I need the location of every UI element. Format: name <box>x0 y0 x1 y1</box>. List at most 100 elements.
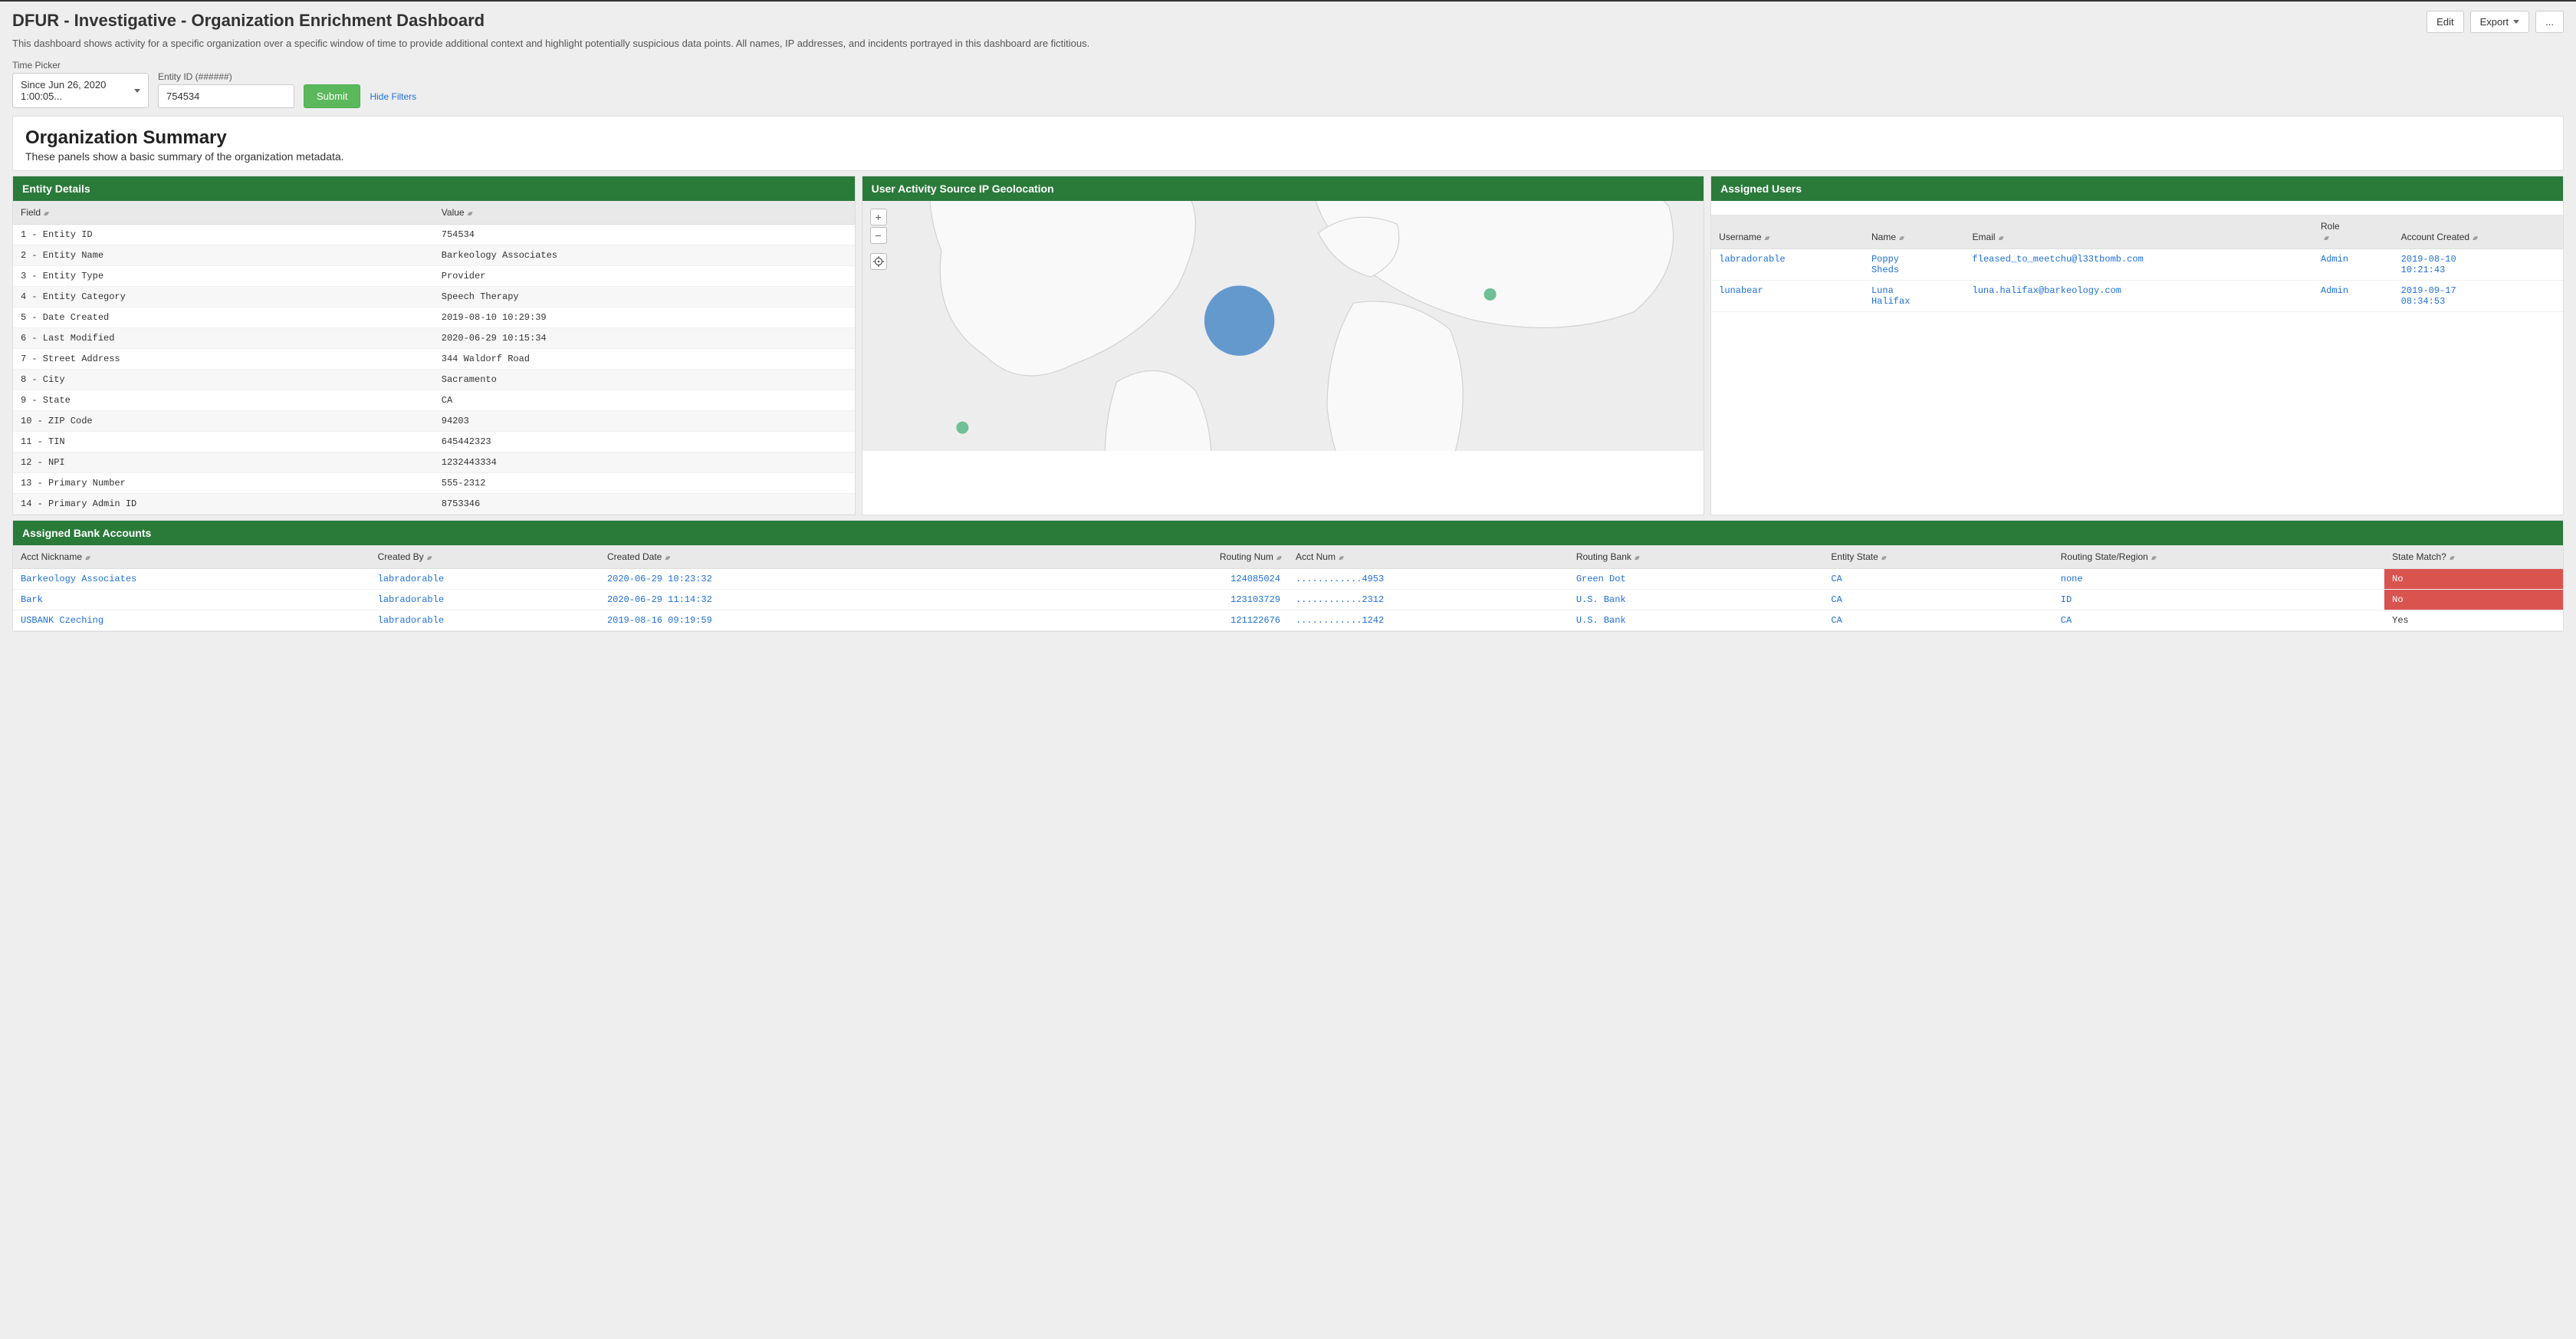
column-header[interactable]: Acct Num▴▾ <box>1288 545 1569 569</box>
cell-role[interactable]: Admin <box>2313 281 2394 312</box>
cell-field: 4 - Entity Category <box>13 287 434 308</box>
submit-button[interactable]: Submit <box>304 84 360 108</box>
column-header[interactable]: Field▴▾ <box>13 201 434 225</box>
cell-routing-num[interactable]: 121122676 <box>1007 610 1288 631</box>
table-row: 3 - Entity Type Provider <box>13 266 855 287</box>
chevron-down-icon <box>134 89 140 93</box>
column-header[interactable]: Routing Bank▴▾ <box>1569 545 1824 569</box>
panel-header: Assigned Users <box>1711 176 2563 201</box>
cell-entity-state[interactable]: CA <box>1823 590 2052 610</box>
cell-value: 94203 <box>434 411 855 432</box>
cell-routing-num[interactable]: 123103729 <box>1007 590 1288 610</box>
cell-name[interactable]: LunaHalifax <box>1864 281 1965 312</box>
column-header[interactable]: Created By▴▾ <box>370 545 600 569</box>
cell-value: 8753346 <box>434 494 855 515</box>
assigned-users-panel: Assigned Users Username▴▾ Name▴▾ Email▴▾… <box>1710 176 2564 515</box>
cell-field: 8 - City <box>13 370 434 390</box>
column-header[interactable]: State Match?▴▾ <box>2384 545 2563 569</box>
export-button[interactable]: Export <box>2470 11 2530 33</box>
column-header[interactable]: Role▴▾ <box>2313 215 2394 249</box>
column-header[interactable]: Entity State▴▾ <box>1823 545 2052 569</box>
cell-entity-state[interactable]: CA <box>1823 610 2052 631</box>
cell-routing-bank[interactable]: U.S. Bank <box>1569 590 1824 610</box>
cell-routing-state[interactable]: CA <box>2053 610 2384 631</box>
column-header[interactable]: Created Date▴▾ <box>600 545 1007 569</box>
edit-button[interactable]: Edit <box>2426 11 2463 33</box>
cell-state-match: Yes <box>2384 610 2563 631</box>
time-picker[interactable]: Since Jun 26, 2020 1:00:05... <box>12 73 149 108</box>
locate-button[interactable] <box>870 253 887 270</box>
map-marker[interactable] <box>956 422 968 434</box>
cell-nickname[interactable]: Barkeology Associates <box>13 569 370 590</box>
cell-username[interactable]: lunabear <box>1711 281 1864 312</box>
map-marker-cluster[interactable] <box>1204 285 1273 355</box>
cell-created[interactable]: 2019-08-1010:21:43 <box>2394 249 2563 281</box>
table-row: 10 - ZIP Code 94203 <box>13 411 855 432</box>
table-row: 8 - City Sacramento <box>13 370 855 390</box>
cell-role[interactable]: Admin <box>2313 249 2394 281</box>
cell-field: 10 - ZIP Code <box>13 411 434 432</box>
cell-created-by[interactable]: labradorable <box>370 610 600 631</box>
column-header[interactable]: Username▴▾ <box>1711 215 1864 249</box>
cell-field: 9 - State <box>13 390 434 411</box>
cell-created-by[interactable]: labradorable <box>370 569 600 590</box>
cell-acct-num[interactable]: ............1242 <box>1288 610 1569 631</box>
more-button[interactable]: ... <box>2535 11 2564 33</box>
cell-field: 12 - NPI <box>13 452 434 473</box>
cell-username[interactable]: labradorable <box>1711 249 1864 281</box>
cell-nickname[interactable]: Bark <box>13 590 370 610</box>
column-header[interactable]: Name▴▾ <box>1864 215 1965 249</box>
cell-value: 2020-06-29 10:15:34 <box>434 328 855 349</box>
cell-created-date[interactable]: 2020-06-29 11:14:32 <box>600 590 1007 610</box>
table-row: 11 - TIN 645442323 <box>13 432 855 452</box>
cell-field: 2 - Entity Name <box>13 245 434 266</box>
cell-field: 3 - Entity Type <box>13 266 434 287</box>
column-header[interactable]: Routing Num▴▾ <box>1007 545 1288 569</box>
column-header[interactable]: Acct Nickname▴▾ <box>13 545 370 569</box>
cell-value: Speech Therapy <box>434 287 855 308</box>
cell-email[interactable]: luna.halifax@barkeology.com <box>1965 281 2313 312</box>
cell-routing-state[interactable]: ID <box>2053 590 2384 610</box>
cell-value: 555-2312 <box>434 473 855 494</box>
assigned-users-table: Username▴▾ Name▴▾ Email▴▾ Role▴▾ Account… <box>1711 215 2563 312</box>
cell-created-date[interactable]: 2019-08-16 09:19:59 <box>600 610 1007 631</box>
map[interactable]: + − <box>863 201 1704 451</box>
page-title: DFUR - Investigative - Organization Enri… <box>12 11 485 31</box>
section-title: Organization Summary <box>25 127 2551 149</box>
column-header[interactable]: Routing State/Region▴▾ <box>2053 545 2384 569</box>
bank-accounts-table: Acct Nickname▴▾ Created By▴▾ Created Dat… <box>13 545 2563 631</box>
cell-created[interactable]: 2019-09-1708:34:53 <box>2394 281 2563 312</box>
cell-entity-state[interactable]: CA <box>1823 569 2052 590</box>
cell-created-date[interactable]: 2020-06-29 10:23:32 <box>600 569 1007 590</box>
cell-value: 645442323 <box>434 432 855 452</box>
zoom-out-button[interactable]: − <box>870 227 887 244</box>
cell-acct-num[interactable]: ............4953 <box>1288 569 1569 590</box>
cell-routing-bank[interactable]: Green Dot <box>1569 569 1824 590</box>
table-row: 13 - Primary Number 555-2312 <box>13 473 855 494</box>
cell-field: 14 - Primary Admin ID <box>13 494 434 515</box>
column-header[interactable]: Account Created▴▾ <box>2394 215 2563 249</box>
map-marker[interactable] <box>1484 288 1496 301</box>
cell-nickname[interactable]: USBANK Czeching <box>13 610 370 631</box>
entity-details-panel: Entity Details Field▴▾ Value▴▾ 1 - Entit… <box>12 176 856 515</box>
cell-value: 754534 <box>434 225 855 245</box>
cell-value: Barkeology Associates <box>434 245 855 266</box>
zoom-in-button[interactable]: + <box>870 209 887 225</box>
crosshair-icon <box>873 256 884 267</box>
cell-routing-num[interactable]: 124085024 <box>1007 569 1288 590</box>
cell-value: 344 Waldorf Road <box>434 349 855 370</box>
cell-routing-state[interactable]: none <box>2053 569 2384 590</box>
cell-created-by[interactable]: labradorable <box>370 590 600 610</box>
entity-id-input[interactable] <box>158 84 294 108</box>
chevron-down-icon <box>2513 20 2519 24</box>
section-subtitle: These panels show a basic summary of the… <box>25 150 2551 163</box>
hide-filters-link[interactable]: Hide Filters <box>370 91 416 102</box>
table-row: 6 - Last Modified 2020-06-29 10:15:34 <box>13 328 855 349</box>
column-header[interactable]: Value▴▾ <box>434 201 855 225</box>
cell-acct-num[interactable]: ............2312 <box>1288 590 1569 610</box>
table-row: 9 - State CA <box>13 390 855 411</box>
cell-email[interactable]: fleased_to_meetchu@l33tbomb.com <box>1965 249 2313 281</box>
cell-name[interactable]: PoppySheds <box>1864 249 1965 281</box>
column-header[interactable]: Email▴▾ <box>1965 215 2313 249</box>
cell-routing-bank[interactable]: U.S. Bank <box>1569 610 1824 631</box>
